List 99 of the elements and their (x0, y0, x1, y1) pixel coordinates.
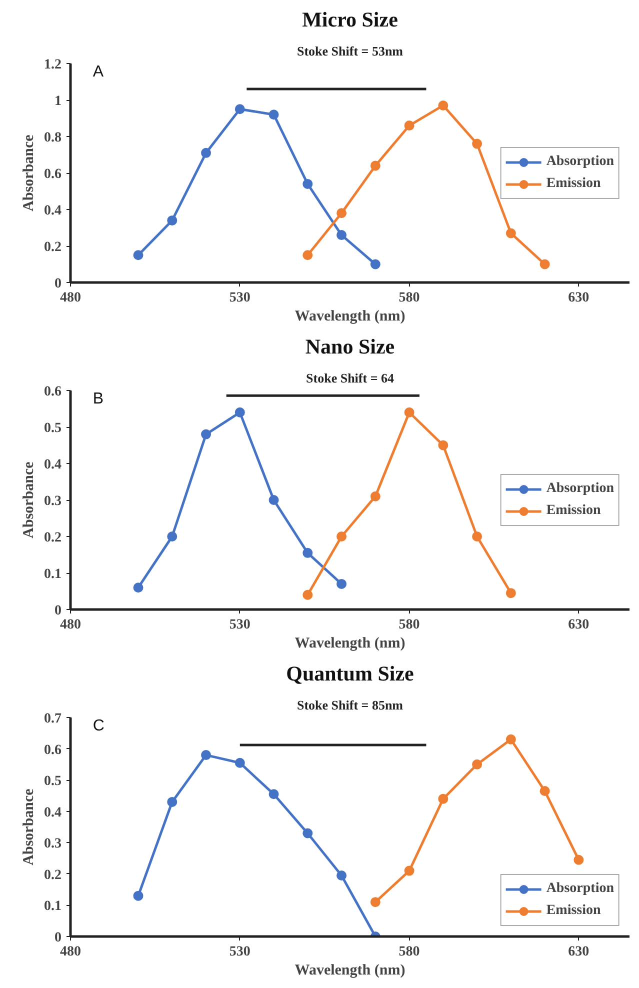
annotation: A (92, 64, 104, 80)
x-tick-label: 630 (568, 618, 590, 632)
chart-subtitle: Stoke Shift = 53nm (296, 44, 404, 58)
legend-label: Absorption (546, 154, 614, 170)
y-tick-label: 0.4 (44, 805, 62, 820)
point (336, 578, 347, 589)
legend-label: Emission (546, 176, 601, 192)
x-tick-label: 480 (60, 618, 81, 632)
y-tick-label: 0 (54, 276, 62, 292)
y-tick-label: 0.8 (44, 130, 62, 146)
point (302, 828, 313, 838)
annotation: B (92, 390, 104, 408)
legend-label: Absorption (546, 881, 614, 897)
chart-title: Quantum Size (286, 662, 414, 686)
point (506, 734, 516, 744)
point (133, 582, 144, 593)
legend-label: Emission (546, 903, 601, 919)
point (404, 120, 414, 131)
point (574, 854, 584, 865)
y-tick-label: 0.5 (44, 774, 62, 790)
x-tick-label: 530 (229, 944, 250, 960)
point (472, 759, 482, 770)
y-tick-label: 0 (54, 604, 62, 618)
y-tick-label: 0.6 (44, 742, 62, 758)
y-tick-label: 0.6 (44, 384, 62, 400)
point (540, 259, 550, 270)
x-axis-title: Wavelength (nm) (294, 636, 406, 652)
x-tick-label: 480 (60, 290, 81, 306)
legend-label: Absorption (546, 480, 614, 496)
y-tick-label: 0.1 (44, 567, 62, 582)
point (201, 429, 212, 440)
x-axis-title: Wavelength (nm) (294, 308, 406, 324)
point (336, 870, 347, 880)
point (302, 590, 313, 600)
x-tick-label: 630 (568, 944, 590, 960)
y-axis-title: Absorbance (21, 461, 37, 538)
point (268, 110, 279, 120)
y-tick-label: 0.1 (44, 899, 62, 914)
x-tick-label: 580 (398, 944, 420, 960)
point (234, 407, 245, 418)
point (167, 532, 178, 542)
point (201, 750, 212, 760)
x-tick-label: 480 (60, 944, 81, 960)
point (167, 796, 178, 807)
point (201, 148, 212, 158)
y-tick-label: 0.3 (44, 494, 62, 509)
point (370, 160, 380, 171)
point (404, 407, 414, 418)
y-tick-label: 0.5 (44, 421, 62, 436)
x-tick-label: 580 (398, 618, 420, 632)
point (167, 215, 178, 226)
point (540, 786, 550, 796)
y-axis-title: Absorbance (21, 134, 37, 212)
point (302, 178, 313, 189)
y-axis-title: Absorbance (21, 788, 37, 866)
y-tick-label: 0.6 (44, 167, 62, 182)
point (438, 440, 448, 450)
point (268, 789, 279, 800)
y-tick-label: 0.2 (44, 240, 62, 255)
y-tick-label: 0.2 (44, 530, 62, 546)
chart-subtitle: Stoke Shift = 85nm (296, 698, 404, 712)
y-tick-label: 0.7 (44, 712, 62, 726)
point (302, 548, 313, 558)
point (506, 228, 516, 238)
x-tick-label: 530 (229, 290, 250, 306)
chart-title: Micro Size (302, 8, 398, 32)
y-tick-label: 1.2 (44, 58, 62, 72)
point (506, 588, 516, 598)
point (234, 104, 245, 114)
point (438, 100, 448, 110)
x-axis-title: Wavelength (nm) (294, 962, 406, 978)
y-tick-label: 1 (54, 94, 62, 109)
point (336, 532, 347, 542)
point (336, 208, 347, 218)
point (370, 491, 380, 502)
point (234, 758, 245, 768)
y-tick-label: 0 (54, 930, 62, 946)
point (370, 259, 380, 270)
y-tick-label: 0.2 (44, 868, 62, 883)
annotation: C (92, 718, 104, 734)
point (404, 866, 414, 876)
x-tick-label: 580 (398, 290, 420, 306)
point (438, 794, 448, 804)
point (370, 897, 380, 908)
legend-label: Emission (546, 502, 601, 518)
point (472, 138, 482, 149)
point (133, 250, 144, 260)
chart-subtitle: Stoke Shift = 64 (306, 370, 394, 386)
y-tick-label: 0.3 (44, 836, 62, 852)
y-tick-label: 0.4 (44, 204, 62, 218)
x-tick-label: 630 (568, 290, 590, 306)
y-tick-label: 0.4 (44, 458, 62, 472)
chart-title: Nano Size (305, 334, 395, 358)
point (268, 495, 279, 505)
point (302, 250, 313, 260)
point (472, 532, 482, 542)
point (133, 890, 144, 901)
point (336, 230, 347, 240)
x-tick-label: 530 (229, 618, 250, 632)
